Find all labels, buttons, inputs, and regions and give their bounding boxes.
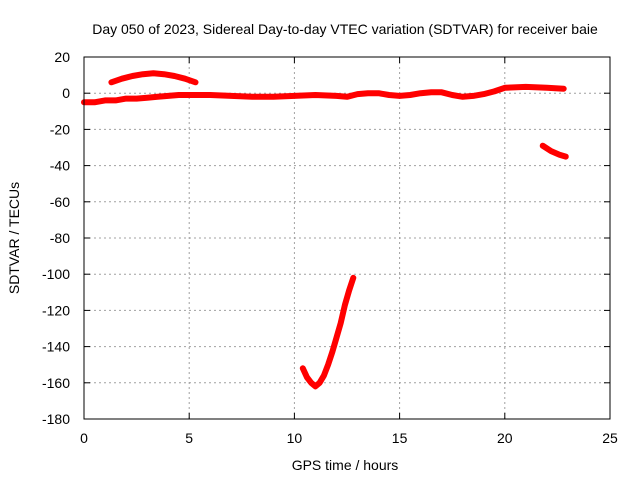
y-tick-label: -20: [50, 121, 70, 137]
y-tick-label: 0: [62, 85, 70, 101]
series-line: [299, 274, 357, 390]
x-tick-label: 0: [80, 430, 88, 446]
x-tick-label: 25: [602, 430, 618, 446]
y-tick-label: -160: [42, 375, 70, 391]
y-tick-label: -40: [50, 158, 70, 174]
x-tick-label: 5: [185, 430, 193, 446]
x-tick-label: 15: [392, 430, 408, 446]
x-tick-label: 10: [287, 430, 303, 446]
chart-title: Day 050 of 2023, Sidereal Day-to-day VTE…: [92, 21, 598, 37]
series-line: [108, 70, 199, 86]
y-tick-label: 20: [54, 49, 70, 65]
y-tick-label: -100: [42, 266, 70, 282]
x-tick-label: 20: [497, 430, 513, 446]
y-tick-label: -180: [42, 411, 70, 427]
y-tick-label: -60: [50, 194, 70, 210]
grid: [84, 57, 610, 419]
y-tick-label: -140: [42, 339, 70, 355]
series-line: [81, 83, 567, 106]
plot-frame: [83, 56, 611, 420]
axis-ticks: 0 5 10 15 20 25 20 0 -20 -40 -60 -80 -100 -120 -140 -16…: [42, 49, 618, 446]
y-tick-label: -120: [42, 302, 70, 318]
y-tick-label: -80: [50, 230, 70, 246]
data-series: [81, 70, 569, 390]
y-axis-label: SDTVAR / TECUs: [6, 182, 22, 294]
x-axis-label: GPS time / hours: [292, 457, 399, 473]
series-line: [539, 142, 569, 160]
